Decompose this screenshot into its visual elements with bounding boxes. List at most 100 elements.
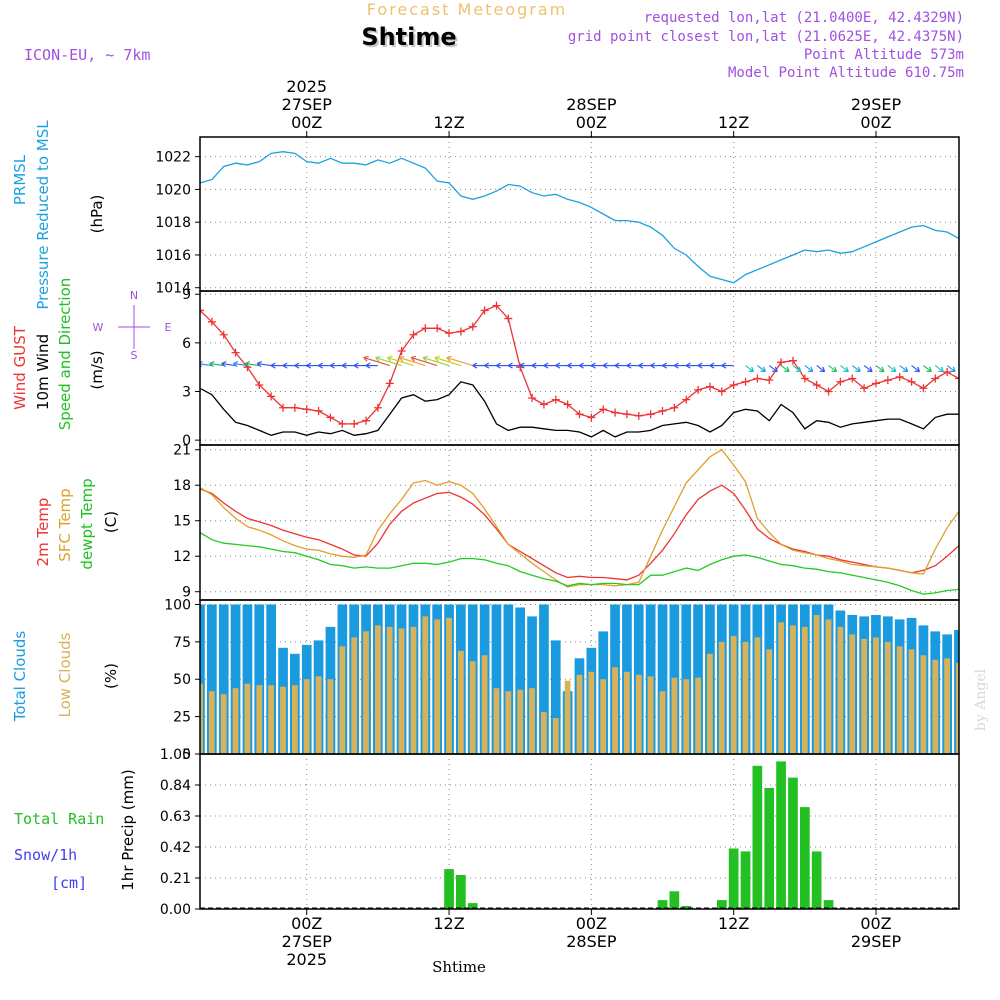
low-cloud-bar [659,691,666,754]
wind-arrow [411,356,438,367]
precipitation-ytick-label: 1.05 [160,747,191,763]
gust-marker [848,374,857,383]
gust-marker [765,376,774,385]
time-bottom-label: 00Z [576,914,607,933]
clouds-ytick-label: 100 [164,597,191,613]
time-top-label: 12Z [718,113,749,132]
total-cloud-bar [491,604,502,754]
wind-arrow-head [330,362,335,369]
low-cloud-bar [422,616,429,754]
temp-title-3: dewpt Temp [78,478,96,569]
low-cloud-bar [671,677,678,754]
temperature-ytick-label: 21 [173,443,191,459]
gust-marker [931,374,940,383]
wind-arrow-head [938,366,944,373]
gust-marker [836,377,845,386]
low-cloud-bar [458,650,464,754]
station-title-front: Shtime [361,23,456,51]
wind-arrow-head [962,367,967,372]
time-top-label: 2025 [286,77,327,96]
clouds-ytick-label: 75 [173,635,191,651]
low-cloud-bar [220,694,227,754]
point-altitude: Point Altitude 573m [804,47,964,63]
wind-arrow-head [341,362,347,369]
low-cloud-bar [386,626,393,754]
gust-marker [504,314,513,323]
gust-marker [729,381,738,390]
low-cloud-bar [635,674,642,754]
low-cloud-bar [861,638,867,754]
wind-arrow-head [294,362,300,369]
station-title: Shtime [363,25,458,53]
low-cloud-bar [884,641,891,754]
wind-arrow [946,365,956,373]
wind-arrow-head [543,362,549,369]
low-cloud-bar [600,679,607,754]
time-bottom-label: 00Z [860,914,891,933]
gust-marker [326,413,335,422]
temperature-ytick-label: 12 [173,549,191,565]
gust-marker [409,330,418,339]
clouds-ytick-label: 25 [173,710,191,726]
clouds-ytick-label: 0 [182,747,191,763]
wind-arrow [840,365,849,373]
gust-marker [777,358,786,367]
rain-bar [657,900,668,909]
pressure-title-2: Pressure Reduced to MSL [34,120,52,310]
time-top-label: 00Z [860,113,891,132]
wind-arrow-head [650,362,656,369]
wind-arrow-head [375,355,381,362]
low-cloud-bar [790,625,796,754]
precipitation-ytick-label: 0.84 [160,778,191,794]
wind-arrow-head [244,361,251,368]
total-cloud-bar [515,607,525,754]
model-label: ICON-EU, ~ 7km [24,46,150,64]
wind-arrow [209,362,224,367]
temperature-ytick-label: 9 [182,585,191,601]
wind-arrow-head [626,362,632,369]
rain-bar [467,903,478,909]
gust-marker [207,317,216,326]
gust-marker [575,410,584,419]
gust-marker [705,382,714,391]
gust-marker [979,376,987,384]
pressure-ytick-label: 1016 [155,248,191,264]
pressure-ytick-label: 1018 [155,215,191,231]
low-cloud-bar [529,688,535,754]
low-cloud-bar [956,662,959,754]
wind-arrow [911,365,920,373]
wind-arrow [828,365,837,373]
time-bottom-label: 00Z [291,914,322,933]
wind-arrow [971,366,979,372]
wind-ytick-label: 3 [182,385,191,401]
gust-marker [883,376,892,385]
wind-arrow-head [531,362,537,369]
precipitation-ytick-label: 0.21 [160,871,191,887]
low-cloud-bar [351,637,358,754]
low-cloud-bar [896,646,903,754]
wind-series-0 [200,304,959,425]
snow-unit: [cm] [51,874,87,892]
low-cloud-bar [410,626,417,754]
total-cloud-bar [657,604,668,754]
wind-arrow-head [748,366,755,373]
rain-bar [740,851,751,909]
compass-s: S [131,349,138,362]
gust-marker [824,387,833,396]
rain-legend: Total Rain [14,810,104,828]
rain-bar [444,869,454,909]
wind-arrow [745,365,754,373]
wind-arrow [162,364,176,366]
wind-arrow [995,366,1000,372]
wind-title-3: Speed and Direction [56,278,74,431]
wind-arrow-head [662,362,668,369]
wind-arrow-head [867,366,873,373]
low-cloud-bar [754,637,761,754]
wind-arrow [757,365,766,373]
rain-bar [823,900,834,909]
wind-arrow-head [986,367,991,372]
low-cloud-bar [707,653,713,754]
gust-marker [943,368,952,377]
time-bottom-label: 2025 [286,950,327,969]
